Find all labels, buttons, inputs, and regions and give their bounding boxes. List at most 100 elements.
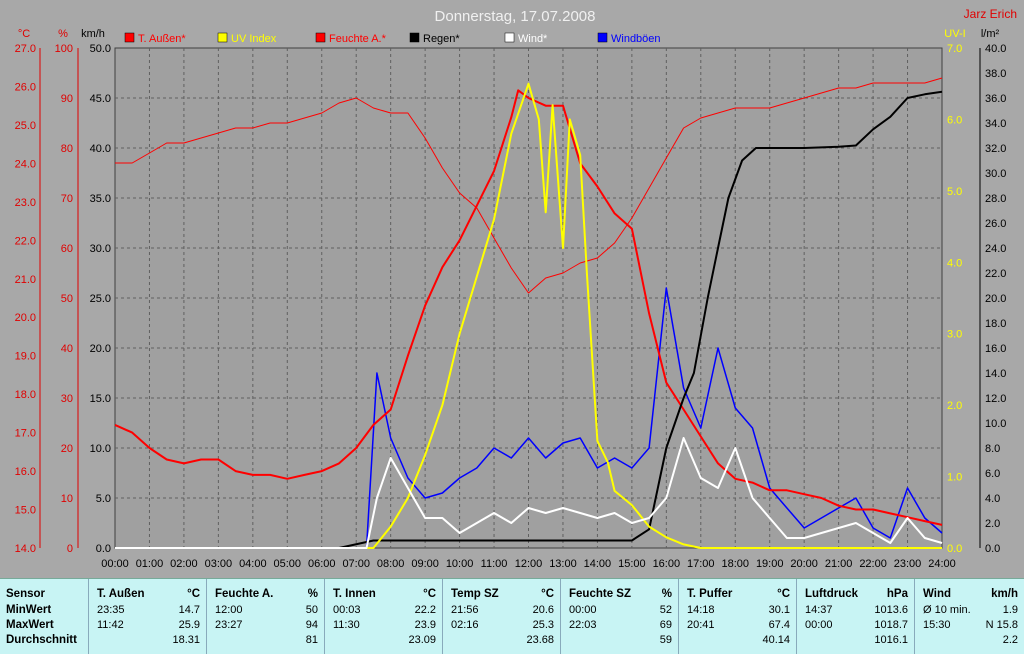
legend-swatch: [217, 32, 228, 43]
tick-rain: 38.0: [985, 68, 1006, 80]
tick-uvi: 6.0: [947, 114, 962, 126]
table-header-unit: °C: [777, 588, 790, 600]
tick-kmh: 10.0: [90, 443, 111, 455]
table-cell-value: 23.68: [526, 634, 554, 646]
table-header-unit: °C: [187, 588, 200, 600]
table-cell-value: N 15.8: [985, 619, 1018, 631]
table-cell-value: 50: [305, 604, 318, 616]
table-cell-label: 11:30: [333, 619, 360, 631]
tick-rain: 34.0: [985, 118, 1006, 130]
legend-swatch: [315, 32, 326, 43]
table-cell-value: 1018.7: [874, 619, 908, 631]
table-cell-value: 14.7: [178, 604, 200, 616]
table-cell-value: 59: [659, 634, 672, 646]
tick-percent: 0: [67, 543, 73, 555]
tick-x: 03:00: [205, 558, 233, 570]
tick-uvi: 2.0: [947, 400, 962, 412]
legend-swatch: [597, 32, 608, 43]
tick-x: 11:00: [481, 558, 508, 570]
tick-uvi: 5.0: [947, 186, 962, 198]
table-column: Feuchte SZ% 00:00 52 22:03 69 59: [560, 579, 678, 654]
tick-celsius: 18.0: [15, 389, 36, 401]
tick-kmh: 30.0: [90, 243, 111, 255]
tick-rain: 26.0: [985, 218, 1006, 230]
table-cell-label: 14:18: [687, 604, 715, 616]
tick-rain: 20.0: [985, 293, 1006, 305]
tick-celsius: 22.0: [15, 235, 36, 247]
tick-x: 22:00: [859, 558, 887, 570]
tick-percent: 40: [61, 343, 73, 355]
tick-rain: 16.0: [985, 343, 1006, 355]
statistics-table: Sensor MinWert MaxWert Durchschnitt T. Außen…: [0, 578, 1024, 654]
tick-rain: 36.0: [985, 93, 1006, 105]
tick-rain: 18.0: [985, 318, 1006, 330]
series-line-regen: [115, 90, 943, 549]
tick-x: 02:00: [170, 558, 198, 570]
table-cell-label: 23:35: [97, 604, 125, 616]
table-header-label: Temp SZ: [451, 588, 499, 600]
tick-x: 24:00: [928, 558, 956, 570]
table-header-unit: hPa: [886, 588, 908, 600]
tick-rain: 4.0: [985, 493, 1000, 505]
table-cell-value: 18.31: [172, 634, 200, 646]
table-cell-label: Ø 10 min.: [923, 604, 971, 616]
weather-chart: Donnerstag, 17.07.2008 Jarz Erich T. Außen…: [15, 7, 1017, 570]
tick-celsius: 17.0: [15, 428, 36, 440]
tick-x: 05:00: [274, 558, 302, 570]
table-header-unit: %: [661, 588, 672, 600]
table-header-unit: %: [307, 588, 318, 600]
tick-celsius: 25.0: [15, 120, 36, 132]
chart-author: Jarz Erich: [964, 7, 1017, 21]
tick-x: 14:00: [584, 558, 612, 570]
tick-percent: 100: [55, 43, 73, 55]
table-header-label: Feuchte A.: [215, 588, 274, 600]
tick-x: 08:00: [377, 558, 405, 570]
table-cell-label: 23:27: [215, 619, 243, 631]
table-cell-label: 00:03: [333, 604, 361, 616]
legend-swatch: [409, 32, 420, 43]
tick-percent: 30: [61, 393, 73, 405]
tick-kmh: 15.0: [90, 393, 111, 405]
series-line-tauen: [114, 89, 943, 526]
table-header-label: Luftdruck: [805, 588, 859, 600]
table-header-unit: °C: [541, 588, 554, 600]
tick-x: 15:00: [618, 558, 646, 570]
axis-unit-uvi: UV-I: [944, 28, 965, 40]
tick-kmh: 25.0: [90, 293, 111, 305]
tick-percent: 60: [61, 243, 73, 255]
tick-rain: 10.0: [985, 418, 1006, 430]
tick-celsius: 23.0: [15, 197, 36, 209]
tick-celsius: 24.0: [15, 158, 36, 170]
chart-svg: Donnerstag, 17.07.2008 Jarz Erich T. Außen…: [15, 7, 1017, 570]
table-cell-value: 23.09: [408, 634, 436, 646]
tick-x: 23:00: [894, 558, 922, 570]
table-cell-value: 1013.6: [874, 604, 908, 616]
tick-uvi: 4.0: [947, 257, 962, 269]
tick-celsius: 27.0: [15, 43, 36, 55]
legend-label: T. Außen*: [138, 33, 186, 45]
tick-rain: 24.0: [985, 243, 1006, 255]
tick-percent: 90: [61, 93, 73, 105]
tick-uvi: 0.0: [947, 543, 962, 555]
table-cell-label: Durchschnitt: [6, 634, 77, 646]
tick-x: 16:00: [653, 558, 681, 570]
table-header-label: T. Puffer: [687, 588, 733, 600]
table-column: Temp SZ °C 21:56 20.6 02:16 25.3 23.68: [442, 579, 560, 654]
table-cell-label: 22:03: [569, 619, 597, 631]
tick-kmh: 40.0: [90, 143, 111, 155]
axis-unit-rain: l/m²: [981, 28, 1000, 40]
table-cell-label: 00:00: [805, 619, 833, 631]
table-cell-label: 11:42: [97, 619, 124, 631]
tick-x: 01:00: [136, 558, 164, 570]
table-cell-value: 25.9: [178, 619, 200, 631]
tick-percent: 80: [61, 143, 73, 155]
tick-uvi: 7.0: [947, 43, 962, 55]
tick-rain: 2.0: [985, 518, 1000, 530]
table-header-label: Wind: [923, 588, 951, 600]
axis-unit-percent: %: [58, 28, 68, 40]
tick-rain: 22.0: [985, 268, 1006, 280]
tick-celsius: 19.0: [15, 351, 36, 363]
table-header-unit: °C: [423, 588, 436, 600]
table-cell-label: 12:00: [215, 604, 243, 616]
table-cell-value: 2.2: [1002, 634, 1018, 646]
